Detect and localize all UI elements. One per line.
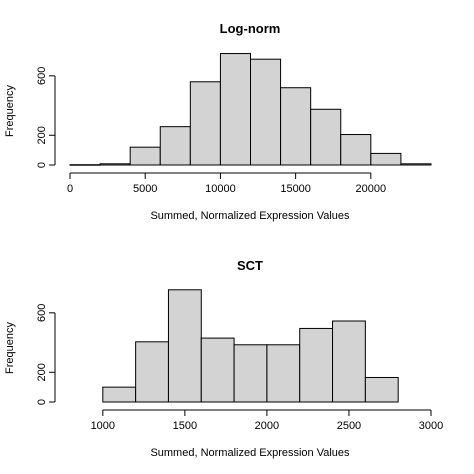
x-tick-label: 5000 [133,183,157,195]
histogram-bar [364,376,399,403]
histogram-bar [233,344,268,403]
x-tick-label: 2500 [337,420,361,432]
x-tick-label: 10000 [205,183,236,195]
histogram-bar [167,289,202,403]
histogram-bar [370,152,402,166]
histogram-bar [340,134,372,166]
y-tick-label: 200 [36,363,48,381]
histogram-bar [102,386,137,403]
histogram-bar [159,126,191,166]
histogram-bar [299,327,334,403]
y-tick-label: 600 [36,67,48,85]
histogram-bar [189,81,221,166]
chart-title: Log-norm [220,21,281,36]
x-tick-label: 3000 [419,420,443,432]
y-tick-label: 0 [36,162,48,168]
y-tick-label: 200 [36,126,48,144]
histogram-bar [69,164,101,166]
histogram-sct: SCT Summed, Normalized Expression Values… [4,258,443,459]
x-tick-label: 1000 [91,420,115,432]
histogram-bar [280,87,312,166]
x-axis: 1000 1500 2000 2500 3000 [91,409,443,432]
x-axis-label: Summed, Normalized Expression Values [150,210,350,222]
y-tick-label: 0 [36,399,48,405]
x-axis: 0 5000 10000 15000 20000 [67,172,387,195]
histogram-bar [200,337,235,403]
x-tick-label: 2000 [255,420,279,432]
histogram-bar [266,344,301,403]
histogram-bar [219,53,252,166]
y-axis-label: Frequency [4,322,16,374]
histogram-bar [135,341,169,403]
bars [69,53,432,166]
histogram-log-norm: Log-norm Summed, Normalized Expression V… [4,21,432,222]
histogram-bar [129,146,161,166]
x-tick-label: 20000 [356,183,387,195]
x-axis-label: Summed, Normalized Expression Values [150,447,350,459]
y-axis-label: Frequency [4,85,16,137]
x-tick-label: 0 [67,183,73,195]
y-axis: 0 200 600 [36,67,56,168]
x-tick-label: 1500 [173,420,197,432]
histogram-bar [250,58,282,166]
histogram-bar [99,163,131,166]
histogram-bar [332,320,366,403]
y-tick-label: 600 [36,304,48,322]
chart-title: SCT [237,258,263,273]
x-tick-label: 15000 [280,183,311,195]
y-axis: 0 200 600 [36,304,56,405]
histogram-bar [400,163,432,166]
bars [102,289,399,403]
histogram-bar [310,108,342,166]
